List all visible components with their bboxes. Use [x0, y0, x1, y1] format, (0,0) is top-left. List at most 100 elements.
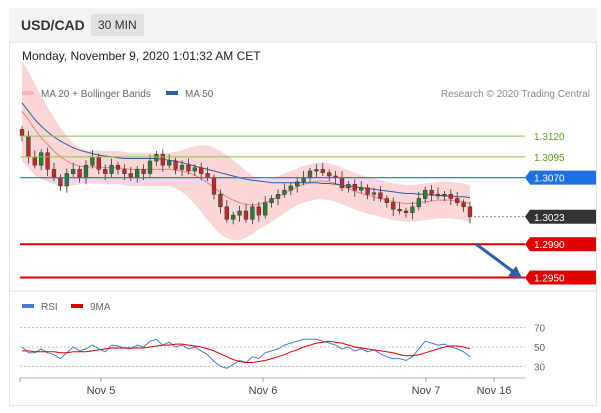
candle — [211, 177, 217, 195]
candle — [154, 154, 159, 162]
support-tag — [525, 237, 596, 252]
candle — [39, 152, 44, 166]
timeframe-button[interactable]: 30 MIN — [91, 14, 144, 36]
candle — [384, 198, 389, 203]
indicator-level-label: 50 — [534, 343, 546, 354]
candle — [147, 160, 153, 174]
candle — [199, 167, 204, 174]
candle — [103, 169, 108, 174]
candle — [256, 206, 261, 216]
forecast-arrowhead — [508, 266, 522, 278]
pivot-tag — [525, 170, 596, 185]
indicator-legend-label: 9MA — [90, 302, 111, 313]
candle — [416, 198, 421, 208]
indicator-level-label: 70 — [534, 324, 546, 335]
chart-datetime: Monday, November 9, 2020 1:01:32 AM CET — [22, 49, 261, 63]
candle — [275, 194, 281, 199]
candle — [320, 169, 325, 173]
candle — [435, 194, 441, 197]
candle — [263, 202, 268, 216]
candle — [423, 189, 428, 199]
support-label: 1.2990 — [534, 240, 565, 251]
x-tick-label: Nov 5 — [87, 385, 116, 397]
candle — [307, 170, 313, 178]
candle — [295, 181, 300, 187]
candle — [141, 169, 146, 174]
candle — [231, 214, 236, 220]
candle — [192, 167, 197, 172]
legend-label: MA 50 — [185, 89, 214, 100]
candle — [186, 164, 191, 172]
candle — [269, 198, 274, 203]
candle — [77, 169, 82, 178]
candle — [135, 169, 140, 178]
candle — [237, 210, 242, 216]
candle — [429, 189, 434, 195]
indicator-legend-swatch — [22, 304, 34, 308]
last-price-label: 1.3023 — [534, 213, 565, 224]
candle — [179, 164, 185, 170]
forecast-arrow — [475, 242, 516, 275]
indicator-legend-swatch — [71, 304, 83, 308]
candle — [32, 156, 37, 166]
candle — [128, 173, 133, 178]
support-label: 1.2950 — [534, 274, 565, 285]
candle — [346, 184, 351, 188]
candle — [327, 172, 332, 177]
candle — [109, 164, 114, 174]
candle — [282, 189, 287, 195]
candle — [96, 156, 101, 170]
candle — [167, 160, 172, 166]
candle — [467, 206, 473, 218]
x-tick-label: Nov 16 — [477, 385, 512, 397]
candle — [461, 202, 466, 208]
rsi-ma9-line — [22, 340, 471, 363]
candle — [371, 192, 377, 195]
candle — [455, 198, 460, 203]
candle — [288, 185, 293, 191]
candle — [160, 154, 165, 166]
legend-label: MA 20 + Bollinger Bands — [41, 89, 151, 100]
resistance-label: 1.3095 — [534, 153, 565, 164]
x-tick-label: Nov 7 — [412, 385, 441, 397]
ma50-line — [21, 102, 471, 199]
candle — [218, 194, 223, 208]
support-tag — [525, 270, 596, 285]
candle — [403, 210, 409, 213]
candle — [339, 177, 345, 188]
candle — [314, 169, 319, 172]
credit-text: Research © 2020 Trading Central — [441, 89, 590, 100]
rsi-line — [21, 338, 471, 369]
candle — [173, 160, 178, 170]
candle — [397, 209, 402, 212]
candle — [122, 169, 127, 174]
candle — [26, 135, 31, 158]
candle — [19, 129, 25, 137]
candle — [378, 192, 383, 199]
candle — [115, 164, 121, 170]
candle — [224, 206, 229, 220]
candle — [45, 152, 50, 170]
indicator-legend-label: RSI — [41, 302, 58, 313]
currency-pair: USD/CAD — [21, 17, 85, 33]
pivot-label: 1.3070 — [534, 174, 565, 185]
candle — [352, 184, 357, 191]
candle — [301, 177, 306, 183]
candle — [410, 206, 415, 213]
x-tick-label: Nov 6 — [249, 385, 278, 397]
candle — [359, 187, 364, 191]
candle — [205, 173, 210, 178]
legend-swatch — [166, 91, 178, 95]
candle — [448, 194, 453, 199]
last-price-tag — [525, 209, 596, 224]
candle — [51, 169, 57, 178]
resistance-label: 1.3120 — [534, 132, 565, 143]
bollinger-band — [22, 61, 470, 241]
candle — [243, 210, 249, 220]
candle — [83, 164, 89, 178]
candle — [391, 202, 396, 210]
candle — [442, 194, 447, 197]
candle — [58, 177, 63, 187]
candle — [90, 156, 95, 166]
